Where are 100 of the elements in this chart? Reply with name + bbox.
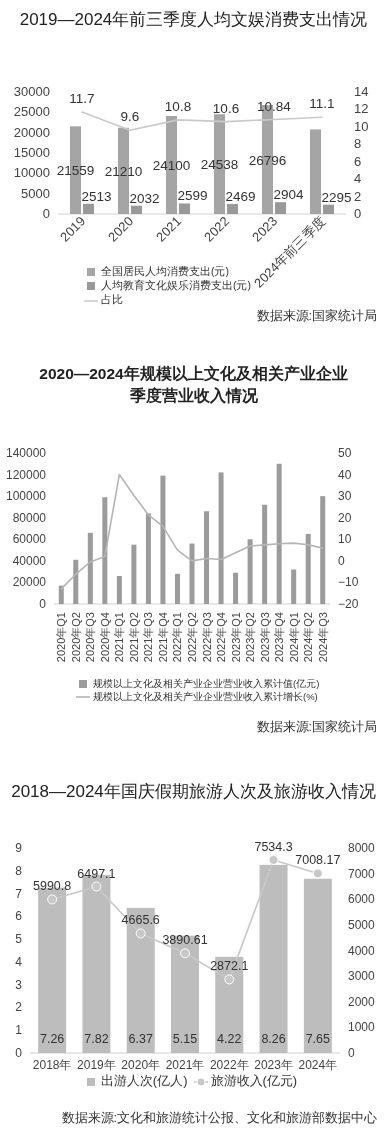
x-tick-label: 2024年 (298, 1058, 338, 1072)
x-tick-label: 2019年 (77, 1058, 116, 1072)
x-tick-label: 2020年 (121, 1058, 161, 1072)
bar (262, 504, 268, 604)
y2-tick-label: 0 (354, 206, 362, 221)
legend-label: 人均教育文化娱乐消费支出(元) (101, 279, 251, 292)
y2-tick-label: 6 (354, 153, 362, 169)
x-tick-label: 2020年Q4 (98, 612, 111, 663)
y2-tick-label: 14 (354, 84, 369, 99)
data-label: 5.15 (172, 1032, 198, 1046)
data-label: 2032 (129, 190, 160, 206)
y-tick-label: 0 (15, 1046, 23, 1060)
data-label: 7008.17 (295, 853, 341, 868)
y-tick-label: 2 (15, 1000, 23, 1015)
y2-tick-label: 30 (338, 489, 352, 504)
bar (87, 532, 93, 604)
y2-tick-label: 10 (338, 532, 352, 547)
point (312, 868, 323, 879)
y-tick-label: 5 (15, 932, 23, 947)
point (135, 928, 146, 939)
y-tick-label: 9 (15, 841, 23, 855)
y2-tick-label: 0 (338, 553, 345, 568)
x-tick-label: 2022年Q4 (215, 612, 228, 663)
x-tick-label: 2022年 (209, 1058, 249, 1072)
x-tick-label: 2022年Q2 (186, 612, 198, 663)
x-tick-label: 2024年Q1 (287, 612, 300, 663)
bar (275, 202, 286, 214)
bar (305, 533, 311, 604)
data-label: 4.22 (217, 1032, 242, 1046)
bar (102, 497, 108, 604)
data-label: 21559 (56, 163, 95, 179)
chart-title: 2019—2024年前三季度人均文娱消费支出情况 (18, 9, 369, 31)
data-label: 2295 (321, 189, 352, 205)
bar (189, 543, 195, 604)
y-tick-label: 20000 (13, 124, 50, 140)
chart-title: 2020—2024年规模以上文化及相关产业企业季度营业收入情况 (38, 364, 349, 406)
data-label: 3890.61 (162, 933, 208, 948)
y-tick-label: 8 (15, 863, 23, 878)
bar (160, 475, 166, 604)
data-label: 11.1 (309, 96, 335, 112)
y2-tick-label: 6000 (348, 892, 376, 907)
data-label: 10.8 (164, 98, 192, 114)
data-label: 7.65 (305, 1032, 331, 1046)
data-label: 7.82 (84, 1032, 109, 1046)
source-note: 数据来源:国家统计局 (256, 719, 377, 736)
y2-tick-label: 2 (354, 188, 362, 204)
line-series (81, 111, 323, 132)
x-tick-label: 2020年Q2 (69, 612, 82, 663)
y-tick-label: 4 (15, 954, 23, 969)
y2-tick-label: 8 (354, 136, 362, 152)
bar (73, 559, 79, 604)
data-label: 24100 (152, 158, 191, 173)
y2-tick-label: 10 (354, 118, 369, 134)
source-note: 数据来源:国家统计局 (256, 308, 377, 325)
x-tick-label: 2018年 (32, 1058, 72, 1072)
y-tick-label: 0 (42, 206, 50, 221)
x-tick-label: 2021年Q2 (127, 612, 140, 663)
bar (174, 573, 180, 604)
bar (323, 204, 334, 214)
bar (276, 463, 282, 604)
bar (116, 575, 122, 604)
bar (131, 205, 142, 214)
y-tick-label: 20000 (12, 575, 47, 590)
x-tick-label: 2023年 (254, 1058, 293, 1072)
legend-label: 旅游收入(亿元) (210, 1073, 298, 1088)
x-tick-label: 2021年Q3 (142, 612, 155, 663)
x-tick-label: 2022年Q1 (171, 612, 184, 663)
data-label: 4665.6 (121, 913, 160, 928)
y-tick-label: 25000 (13, 104, 50, 120)
x-tick-label: 2021年 (165, 1058, 205, 1072)
data-label: 6497.1 (77, 866, 116, 881)
point (180, 948, 190, 959)
y2-tick-label: 4000 (348, 943, 376, 958)
legend-label: 规模以上文化及相关产业企业营业收入累计增长(%) (93, 690, 318, 702)
data-label: 2513 (81, 188, 112, 204)
y-tick-label: 1 (15, 1023, 23, 1038)
y-tick-label: 0 (39, 597, 47, 611)
data-label: 8.26 (261, 1032, 286, 1046)
data-label: 2469 (225, 188, 256, 204)
y-tick-label: 140000 (5, 446, 47, 460)
x-tick-label: 2023年Q1 (229, 612, 242, 663)
y2-tick-label: 8000 (348, 841, 376, 855)
data-label: 5990.8 (33, 879, 72, 894)
data-label: 2904 (273, 187, 304, 203)
x-tick-label: 2024年Q2 (302, 612, 315, 663)
y-tick-label: 7 (15, 886, 23, 901)
legend-label: 占比 (101, 293, 123, 306)
x-tick-label: 2024年Q3 (316, 612, 329, 663)
y2-tick-label: 7000 (348, 866, 376, 881)
y2-tick-label: −20 (338, 597, 359, 611)
y2-tick-label: 20 (338, 510, 352, 525)
y-tick-label: 30000 (13, 84, 50, 99)
x-tick-label: 2023年Q4 (273, 612, 286, 663)
point (224, 974, 235, 985)
y2-tick-label: 3000 (348, 969, 376, 984)
data-label: 2872.1 (210, 959, 249, 974)
bar (227, 203, 238, 214)
chart-title: 2018—2024年国庆假期旅游人次及旅游收入情况 (10, 781, 377, 803)
y2-tick-label: 1000 (348, 1020, 376, 1035)
y-tick-label: 5000 (21, 185, 50, 201)
